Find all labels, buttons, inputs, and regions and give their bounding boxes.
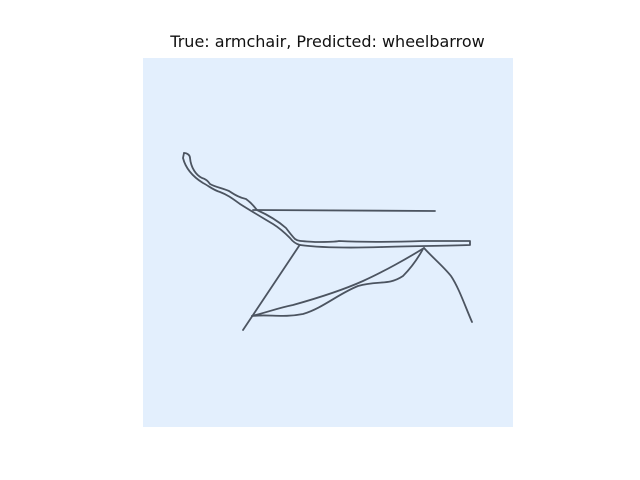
figure-title: True: armchair, Predicted: wheelbarrow <box>170 32 485 51</box>
sketch-seat-line <box>252 209 436 212</box>
sketch-drawing <box>182 152 473 331</box>
sketch-backrest-inner-stroke <box>183 152 471 249</box>
sketch-rear-leg <box>423 247 473 323</box>
sketch-backrest-stroke <box>182 152 301 246</box>
sketch-front-leg <box>242 245 300 331</box>
sketch-lower-rail-inner <box>251 248 424 317</box>
sketch-panel <box>143 58 513 427</box>
sketch-lower-rail <box>251 247 425 317</box>
